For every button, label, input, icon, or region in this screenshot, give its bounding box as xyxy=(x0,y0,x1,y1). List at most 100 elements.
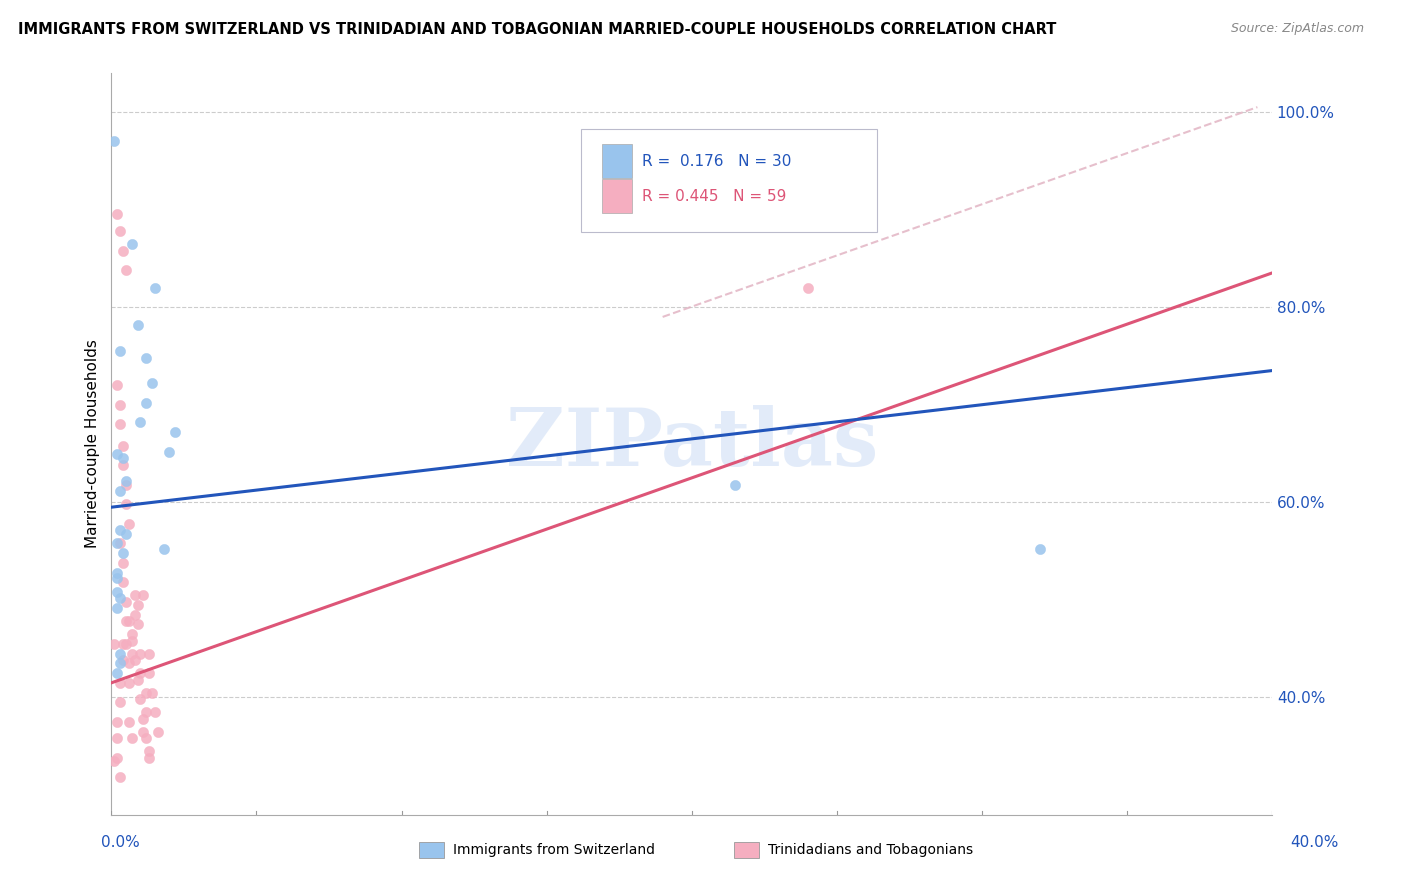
Text: R = 0.445   N = 59: R = 0.445 N = 59 xyxy=(641,188,786,203)
Point xyxy=(146,724,169,739)
Text: R =  0.176   N = 30: R = 0.176 N = 30 xyxy=(641,153,792,169)
Point xyxy=(108,398,131,412)
Point xyxy=(103,134,125,148)
Point xyxy=(118,516,141,531)
Point xyxy=(118,657,141,671)
Bar xyxy=(419,842,444,858)
Point xyxy=(108,417,131,432)
Point xyxy=(115,595,138,609)
Point xyxy=(115,615,138,629)
Point xyxy=(105,666,128,681)
Point xyxy=(132,724,155,739)
Point xyxy=(105,446,128,460)
Text: IMMIGRANTS FROM SWITZERLAND VS TRINIDADIAN AND TOBAGONIAN MARRIED-COUPLE HOUSEHO: IMMIGRANTS FROM SWITZERLAND VS TRINIDADI… xyxy=(18,22,1057,37)
Point xyxy=(105,751,128,765)
Point xyxy=(138,744,160,758)
Point xyxy=(105,731,128,746)
Point xyxy=(111,546,134,560)
Point xyxy=(111,575,134,590)
Point xyxy=(105,378,128,392)
Point xyxy=(111,451,134,466)
Point xyxy=(127,598,149,612)
Bar xyxy=(734,842,759,858)
Point xyxy=(127,617,149,632)
Point xyxy=(121,627,143,641)
Point xyxy=(132,588,155,602)
Point xyxy=(127,318,149,332)
Point xyxy=(135,396,157,410)
Point xyxy=(118,615,141,629)
Point xyxy=(111,653,134,667)
Point xyxy=(118,714,141,729)
Point xyxy=(127,673,149,687)
Point xyxy=(121,236,143,251)
Point xyxy=(143,705,166,719)
Point xyxy=(121,731,143,746)
Point xyxy=(1029,542,1052,557)
Point xyxy=(105,600,128,615)
Point xyxy=(108,523,131,537)
Point xyxy=(105,207,128,221)
Point xyxy=(129,415,152,429)
Point xyxy=(796,280,818,294)
Point xyxy=(103,754,125,768)
Point xyxy=(105,536,128,550)
Point xyxy=(135,685,157,699)
Point xyxy=(111,458,134,473)
Point xyxy=(135,731,157,746)
FancyBboxPatch shape xyxy=(602,145,633,178)
Text: Source: ZipAtlas.com: Source: ZipAtlas.com xyxy=(1230,22,1364,36)
Point xyxy=(105,571,128,585)
FancyBboxPatch shape xyxy=(582,128,877,233)
Point xyxy=(108,657,131,671)
Point xyxy=(138,647,160,661)
Point xyxy=(108,344,131,359)
Point xyxy=(105,585,128,599)
Point xyxy=(115,497,138,511)
Point xyxy=(108,483,131,498)
Point xyxy=(108,536,131,550)
Point xyxy=(129,647,152,661)
Point xyxy=(138,666,160,681)
Text: Trinidadians and Tobagonians: Trinidadians and Tobagonians xyxy=(768,843,973,857)
Point xyxy=(108,224,131,238)
Text: 40.0%: 40.0% xyxy=(1291,836,1339,850)
Point xyxy=(111,244,134,258)
Point xyxy=(108,695,131,709)
Point xyxy=(724,477,747,491)
Text: 0.0%: 0.0% xyxy=(101,836,141,850)
Point xyxy=(165,425,187,439)
Text: ZIPatlas: ZIPatlas xyxy=(506,405,877,483)
Point xyxy=(124,607,146,622)
Point xyxy=(115,263,138,277)
Point xyxy=(108,771,131,785)
Point xyxy=(152,542,174,557)
Point xyxy=(108,676,131,690)
FancyBboxPatch shape xyxy=(602,179,633,213)
Point xyxy=(108,591,131,605)
Point xyxy=(138,751,160,765)
Point xyxy=(121,647,143,661)
Point xyxy=(159,444,181,458)
Point xyxy=(121,633,143,648)
Point xyxy=(124,653,146,667)
Point xyxy=(124,588,146,602)
Point xyxy=(129,692,152,706)
Point xyxy=(115,477,138,491)
Point xyxy=(141,685,163,699)
Point xyxy=(143,280,166,294)
Point xyxy=(115,637,138,651)
Point xyxy=(115,526,138,541)
Point xyxy=(103,637,125,651)
Point xyxy=(111,556,134,570)
Text: Immigrants from Switzerland: Immigrants from Switzerland xyxy=(453,843,655,857)
Point xyxy=(115,474,138,488)
Point xyxy=(111,439,134,453)
Point xyxy=(111,637,134,651)
Point xyxy=(141,376,163,391)
Point xyxy=(105,714,128,729)
Point xyxy=(132,712,155,726)
Point xyxy=(108,647,131,661)
Point xyxy=(105,566,128,580)
Y-axis label: Married-couple Households: Married-couple Households xyxy=(86,339,100,549)
